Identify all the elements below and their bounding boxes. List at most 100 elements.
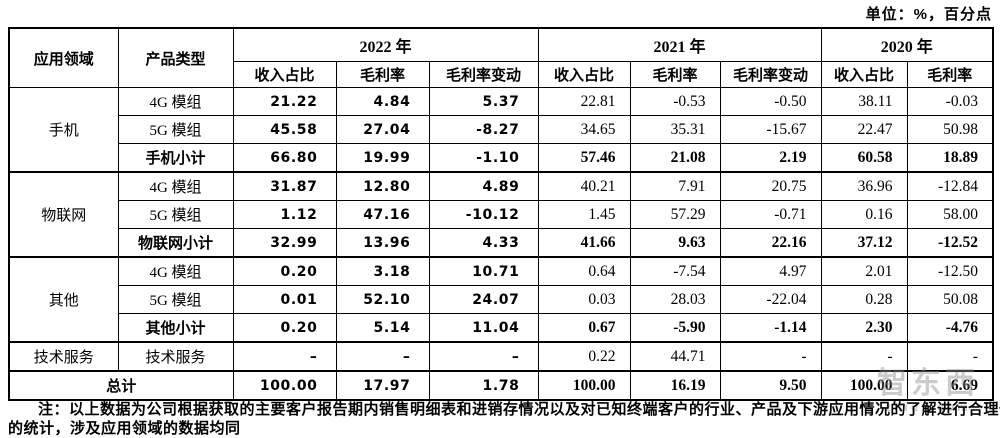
value-cell: 34.65 xyxy=(537,115,631,144)
table-row-total: 总计 100.00 17.97 1.78 100.00 16.19 9.50 1… xyxy=(8,370,994,401)
product-label: 5G 模组 xyxy=(117,285,234,314)
product-label: 4G 模组 xyxy=(117,256,234,286)
subtotal-label: 其他小计 xyxy=(117,313,234,343)
area-label-phone: 手机 xyxy=(8,87,119,173)
value-cell: 27.04 xyxy=(335,115,430,144)
value-cell: 9.63 xyxy=(629,228,721,258)
value-cell: -12.52 xyxy=(906,228,994,258)
value-cell: -0.71 xyxy=(719,200,822,229)
table-row-iot-4g: 物联网 4G 模组 31.87 12.80 4.89 40.21 7.91 20… xyxy=(8,171,994,258)
value-cell: 1.78 xyxy=(428,370,539,401)
table-row-phone-subtotal: 手机小计 66.80 19.99 -1.10 57.46 21.08 2.19 … xyxy=(9,143,994,173)
table-row-iot-5g: 5G 模组 1.12 47.16 -10.12 1.45 57.29 -0.71… xyxy=(9,200,994,229)
header-gross-margin-change-2021: 毛利率变动 xyxy=(719,61,822,88)
value-cell: 52.10 xyxy=(335,285,430,314)
value-cell: - xyxy=(719,341,822,372)
value-cell: 0.16 xyxy=(820,200,908,229)
value-cell: -7.54 xyxy=(629,256,721,286)
table-header: 应用领域 产品类型 2022 年 2021 年 2020 年 收入占比 毛利率 … xyxy=(8,27,994,88)
header-row-metrics: 收入占比 毛利率 毛利率变动 收入占比 毛利率 毛利率变动 收入占比 毛利率 xyxy=(9,61,994,88)
subtotal-label: 手机小计 xyxy=(117,143,234,173)
value-cell: 0.28 xyxy=(820,285,908,314)
header-revenue-share-2021: 收入占比 xyxy=(537,61,631,88)
value-cell: 20.75 xyxy=(719,171,822,201)
table-row-other-subtotal: 其他小计 0.20 5.14 11.04 0.67 -5.90 -1.14 2.… xyxy=(9,313,994,343)
footnote-line-1: 注：以上数据为公司根据获取的主要客户报告期内销售明细表和进销存情况以及对已知终端… xyxy=(38,401,1000,418)
value-cell: 35.31 xyxy=(629,115,721,144)
value-cell: -0.50 xyxy=(719,87,822,116)
header-row-years: 应用领域 产品类型 2022 年 2021 年 2020 年 xyxy=(8,27,994,88)
value-cell: -1.14 xyxy=(719,313,822,343)
header-year-2022: 2022 年 xyxy=(232,27,539,62)
value-cell: 36.96 xyxy=(820,171,908,201)
value-cell: 28.03 xyxy=(629,285,721,314)
value-cell: 19.99 xyxy=(335,143,430,173)
header-gross-margin-2022: 毛利率 xyxy=(335,61,430,88)
value-cell: 10.71 xyxy=(428,256,539,286)
value-cell: 50.98 xyxy=(906,115,994,144)
value-cell: 4.33 xyxy=(428,228,539,258)
value-cell: 9.50 xyxy=(719,370,822,401)
product-label: 4G 模组 xyxy=(117,87,234,116)
value-cell: -22.04 xyxy=(719,285,822,314)
value-cell: 2.30 xyxy=(820,313,908,343)
table-row-phone-4g: 手机 4G 模组 21.22 4.84 5.37 22.81 -0.53 -0.… xyxy=(8,87,994,173)
value-cell: 22.47 xyxy=(820,115,908,144)
value-cell: 45.58 xyxy=(232,115,337,144)
value-cell: 5.14 xyxy=(335,313,430,343)
value-cell: 22.81 xyxy=(537,87,631,116)
value-cell: 0.01 xyxy=(232,285,337,314)
header-revenue-share-2022: 收入占比 xyxy=(232,61,337,88)
value-cell: 22.16 xyxy=(719,228,822,258)
value-cell: 100.00 xyxy=(820,370,908,401)
value-cell: 0.20 xyxy=(232,313,337,343)
header-year-2021: 2021 年 xyxy=(537,27,822,62)
value-cell: 13.96 xyxy=(335,228,430,258)
value-cell: -0.53 xyxy=(629,87,721,116)
value-cell: 44.71 xyxy=(629,341,721,372)
value-cell: -1.10 xyxy=(428,143,539,173)
area-label-other: 其他 xyxy=(8,256,119,343)
value-cell: – xyxy=(335,341,430,372)
table-row-other-4g: 其他 4G 模组 0.20 3.18 10.71 0.64 -7.54 4.97… xyxy=(8,256,994,343)
value-cell: 3.18 xyxy=(335,256,430,286)
value-cell: 1.12 xyxy=(232,200,337,229)
header-gross-margin-change-2022: 毛利率变动 xyxy=(428,61,539,88)
value-cell: -4.76 xyxy=(906,313,994,343)
table-row-tech-service: 技术服务 技术服务 – – – 0.22 44.71 - - - xyxy=(8,341,994,372)
value-cell: 18.89 xyxy=(906,143,994,173)
value-cell: 57.46 xyxy=(537,143,631,173)
value-cell: -8.27 xyxy=(428,115,539,144)
value-cell: 32.99 xyxy=(232,228,337,258)
value-cell: 6.69 xyxy=(906,370,994,401)
value-cell: 60.58 xyxy=(820,143,908,173)
value-cell: 0.64 xyxy=(537,256,631,286)
table-row-iot-subtotal: 物联网小计 32.99 13.96 4.33 41.66 9.63 22.16 … xyxy=(9,228,994,258)
table-row-phone-5g: 5G 模组 45.58 27.04 -8.27 34.65 35.31 -15.… xyxy=(9,115,994,144)
product-label: 技术服务 xyxy=(117,341,234,372)
value-cell: 21.08 xyxy=(629,143,721,173)
area-label-iot: 物联网 xyxy=(8,171,119,258)
header-gross-margin-2021: 毛利率 xyxy=(629,61,721,88)
header-application-area: 应用领域 xyxy=(8,27,119,88)
value-cell: - xyxy=(906,341,994,372)
value-cell: 5.37 xyxy=(428,87,539,116)
value-cell: 2.19 xyxy=(719,143,822,173)
value-cell: 0.03 xyxy=(537,285,631,314)
value-cell: – xyxy=(232,341,337,372)
value-cell: – xyxy=(428,341,539,372)
value-cell: 11.04 xyxy=(428,313,539,343)
value-cell: 4.89 xyxy=(428,171,539,201)
value-cell: 37.12 xyxy=(820,228,908,258)
value-cell: -12.84 xyxy=(906,171,994,201)
header-year-2020: 2020 年 xyxy=(820,27,994,62)
header-gross-margin-2020: 毛利率 xyxy=(906,61,994,88)
area-label-tech-service: 技术服务 xyxy=(8,341,119,372)
header-revenue-share-2020: 收入占比 xyxy=(820,61,908,88)
margin-by-application-table: 应用领域 产品类型 2022 年 2021 年 2020 年 收入占比 毛利率 … xyxy=(8,27,995,401)
value-cell: 57.29 xyxy=(629,200,721,229)
value-cell: 100.00 xyxy=(537,370,631,401)
footnote-line-2: 的统计，涉及应用领域的数据均同 xyxy=(8,420,241,437)
value-cell: 1.45 xyxy=(537,200,631,229)
value-cell: 2.01 xyxy=(820,256,908,286)
